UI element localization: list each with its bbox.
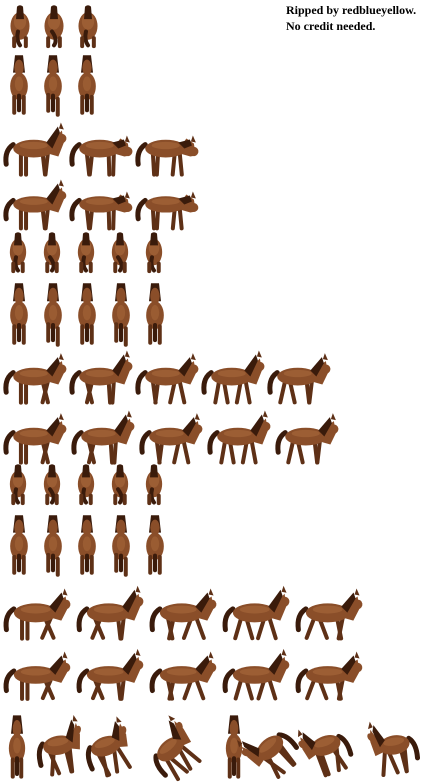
horse-sprite-idle-back-1 [10,5,30,49]
horse-sprite-trot-back-2 [43,464,61,506]
horse-sprite-trot-front-5 [146,515,164,575]
horse-sprite-gallop-side-right-5 [295,588,363,641]
horse-sprite-walk-side-right-4 [201,350,265,405]
horse-sprite-gallop-side-left-2 [76,648,144,701]
horse-sprite-walk-back-4 [111,232,129,274]
horse-sprite-walk-side-left-3 [139,413,203,465]
horse-sprite-gallop-side-right-4 [222,585,290,641]
credit-note: No credit needed. [286,19,376,33]
horse-sprite-rear-sequence-1 [8,715,26,779]
horse-sprite-gallop-side-left-1 [3,651,71,701]
horse-sprite-idle-side-right-3 [135,135,199,177]
horse-sprite-rear-sequence-6 [237,732,300,779]
horse-sprite-walk-side-left-2 [71,410,135,465]
horse-sprite-walk-side-left-1 [3,413,67,465]
horse-sprite-walk-side-right-2 [69,350,133,405]
credit-ripper: Ripped by redblueyellow. [286,3,417,17]
horse-sprite-trot-back-4 [111,464,129,506]
horse-sprite-walk-front-2 [44,283,62,347]
horse-sprite-idle-side-right-1 [3,122,67,177]
horse-sprite-trot-back-5 [145,464,163,506]
horse-sprite-rear-sequence-8 [367,721,421,777]
horse-sprite-idle-front-3 [78,55,96,115]
horse-sprite-idle-front-1 [10,55,28,115]
horse-sprite-walk-front-5 [146,283,164,345]
horse-sprite-trot-front-2 [44,515,62,577]
horse-sprite-walk-front-4 [112,283,130,347]
horse-sprite-walk-side-right-3 [135,353,199,405]
horse-sprite-walk-side-left-4 [207,410,271,465]
horse-sprite-idle-back-3 [78,5,98,49]
horse-sprite-idle-front-2 [44,55,62,117]
horse-sprite-walk-front-3 [78,283,96,345]
horse-sprite-walk-front-1 [10,283,28,345]
horse-sprite-rear-sequence-2 [36,715,81,777]
horse-sprite-rear-sequence-3 [85,716,132,778]
horse-sprite-idle-side-right-2 [69,135,133,177]
horse-sprite-idle-side-left-3 [135,191,199,231]
horse-sprite-idle-side-left-2 [69,191,133,231]
horse-sprite-walk-side-right-5 [267,353,331,405]
horse-sprite-rear-sequence-4 [153,715,202,782]
horse-sprite-walk-back-2 [43,232,61,274]
horse-sprite-trot-front-3 [78,515,96,575]
horse-sprite-idle-side-left-1 [3,179,67,231]
horse-sprite-walk-side-right-1 [3,353,67,405]
horse-sprite-walk-back-1 [9,232,27,274]
horse-sprite-walk-back-5 [145,232,163,274]
horse-sprite-trot-back-3 [77,464,95,506]
horse-sprite-trot-front-4 [112,515,130,577]
horse-sprite-rear-sequence-7 [297,729,354,778]
horse-sprite-trot-back-1 [9,464,27,506]
horse-sprite-gallop-side-right-2 [76,585,144,641]
horse-sprite-gallop-side-left-5 [295,651,363,701]
horse-sprite-gallop-side-left-4 [222,648,290,701]
horse-sprite-rear-sequence-5 [225,715,243,779]
horse-sprite-trot-front-1 [10,515,28,575]
horse-sprite-walk-back-3 [77,232,95,274]
horse-sprite-gallop-side-left-3 [149,651,217,701]
horse-sprite-gallop-side-right-3 [149,588,217,641]
horse-sprite-walk-side-left-5 [275,413,339,465]
horse-sprite-idle-back-2 [44,5,64,49]
horse-sprite-gallop-side-right-1 [3,588,71,641]
